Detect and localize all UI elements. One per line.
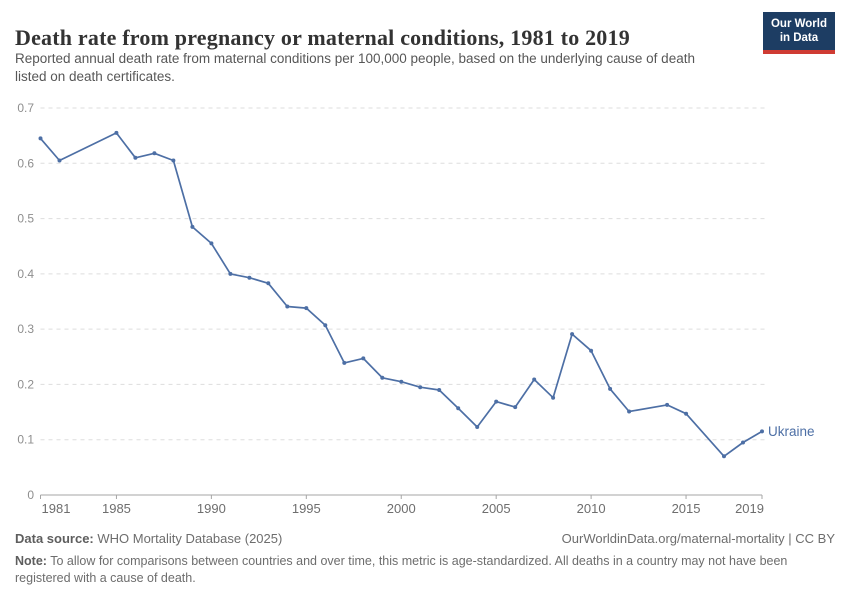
x-axis-tick-label: 2005 [482, 501, 511, 516]
data-point-marker [608, 386, 613, 391]
chart-title: Death rate from pregnancy or maternal co… [15, 24, 630, 50]
data-point-marker [285, 304, 290, 309]
footer-note-label: Note: [15, 554, 47, 568]
y-axis-tick-label: 0 [27, 488, 34, 502]
y-axis-tick-label: 0.4 [17, 267, 34, 281]
data-point-marker [228, 271, 233, 276]
x-axis-tick-label: 1985 [102, 501, 131, 516]
data-point-marker [475, 425, 480, 429]
owid-cc-link[interactable]: OurWorldinData.org/maternal-mortality | … [561, 531, 835, 546]
series-end-label-ukraine[interactable]: Ukraine [768, 424, 815, 439]
data-point-marker [209, 241, 214, 246]
data-point-marker [513, 405, 518, 410]
data-point-marker [190, 224, 195, 229]
data-point-marker [323, 323, 328, 328]
x-axis-tick-label: 2019 [735, 501, 764, 516]
data-point-marker [494, 399, 499, 404]
data-point-marker [570, 332, 575, 337]
data-source: Data source: WHO Mortality Database (202… [15, 531, 282, 546]
line-series-ukraine [39, 132, 763, 458]
data-point-marker [399, 379, 404, 384]
data-source-label: Data source: [15, 531, 94, 546]
data-point-marker [171, 158, 176, 163]
chart-footer: Data source: WHO Mortality Database (202… [15, 531, 835, 588]
data-point-marker [741, 440, 745, 445]
data-point-marker [152, 151, 157, 156]
x-axis-tick-label: 2010 [577, 501, 606, 516]
data-point-marker [589, 348, 594, 353]
data-point-marker [57, 158, 62, 163]
x-axis-tick-label: 1990 [197, 501, 226, 516]
data-point-marker [342, 360, 347, 365]
y-axis-tick-label: 0.6 [17, 156, 34, 170]
data-point-marker [627, 409, 632, 414]
y-axis-tick-label: 0.3 [17, 322, 34, 336]
data-point-marker [684, 411, 689, 416]
data-point-marker [247, 275, 252, 280]
data-point-marker [361, 356, 366, 361]
owid-logo-line2: in Data [779, 32, 819, 45]
x-axis-tick-label: 1981 [42, 501, 71, 516]
data-point-marker [38, 136, 43, 141]
y-axis-tick-label: 0.2 [17, 377, 34, 391]
data-point-marker [380, 375, 385, 380]
data-point-marker [456, 406, 461, 411]
data-point-marker [722, 454, 726, 459]
data-point-marker [532, 377, 537, 382]
data-point-marker [760, 429, 764, 434]
x-axis-tick-label: 1995 [292, 501, 321, 516]
footer-note: Note: To allow for comparisons between c… [15, 553, 835, 588]
chart-subtitle: Reported annual death rate from maternal… [15, 51, 695, 84]
data-point-marker [114, 130, 119, 135]
y-axis-tick-label: 0.5 [17, 212, 34, 226]
line-chart: 0 0.1 0.2 0.3 0.4 0.5 0.6 0.7 1981 1985 1990 1995 20… [17, 101, 815, 516]
y-axis-tick-label: 0.7 [17, 101, 34, 115]
x-axis-tick-label: 2015 [672, 501, 701, 516]
data-source-text: WHO Mortality Database (2025) [93, 531, 283, 546]
y-axis-tick-label: 0.1 [17, 433, 34, 447]
x-axis-tick-label: 2000 [387, 501, 416, 516]
data-point-marker [418, 385, 423, 390]
data-point-marker [266, 281, 271, 286]
footer-note-text: To allow for comparisons between countri… [15, 554, 788, 586]
data-point-marker [551, 395, 556, 400]
data-point-marker [665, 402, 670, 407]
owid-logo[interactable]: Our World in Data [762, 12, 835, 54]
owid-logo-line1: Our World [770, 18, 827, 30]
data-point-marker [304, 306, 309, 311]
data-point-marker [437, 388, 442, 392]
data-point-marker [133, 155, 138, 160]
